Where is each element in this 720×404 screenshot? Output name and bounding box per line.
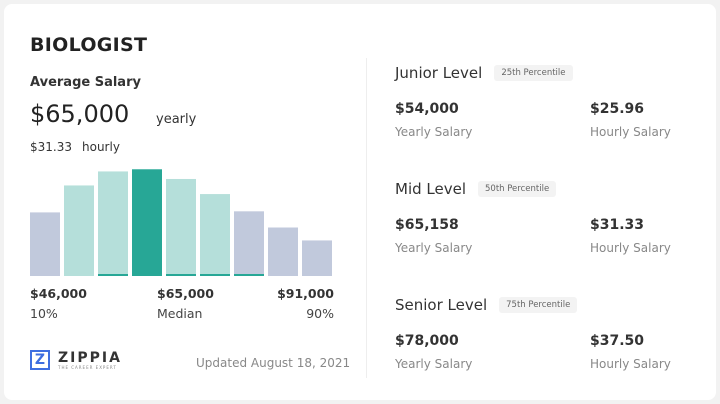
zippia-logo[interactable]: Z ZIPPIA THE CAREER EXPERT	[30, 350, 122, 370]
histogram-bar	[98, 171, 128, 276]
histogram-bar	[302, 240, 332, 276]
hourly-salary-label: Hourly Salary	[590, 357, 671, 371]
high-percentile: 90%	[306, 306, 334, 321]
level-name: Junior Level	[395, 64, 483, 82]
hourly-value: $31.33	[30, 140, 72, 154]
yearly-salary: $78,000	[395, 333, 459, 349]
salary-histogram	[30, 169, 332, 276]
level-name: Senior Level	[395, 296, 488, 314]
histogram-bar	[200, 194, 230, 276]
salary-card: BIOLOGIST Average Salary $65,000 yearly …	[4, 4, 716, 400]
hourly-salary: $25.96	[590, 101, 645, 117]
histogram-bar	[166, 178, 196, 276]
histogram-bar	[30, 212, 60, 276]
percentile-badge: 75th Percentile	[499, 297, 578, 313]
average-yearly-value: $65,000	[30, 100, 130, 128]
median-label: Median	[157, 306, 203, 321]
yearly-salary-label: Yearly Salary	[395, 241, 473, 255]
yearly-salary-label: Yearly Salary	[395, 357, 473, 371]
level-header: Junior Level 25th Percentile	[395, 64, 573, 82]
yearly-salary: $54,000	[395, 101, 459, 117]
level-name: Mid Level	[395, 180, 466, 198]
yearly-unit: yearly	[156, 112, 197, 127]
average-salary-label: Average Salary	[30, 75, 141, 90]
histogram-bar	[64, 185, 94, 276]
level-header: Senior Level 75th Percentile	[395, 296, 578, 314]
hourly-unit: hourly	[82, 140, 120, 154]
level-header: Mid Level 50th Percentile	[395, 180, 557, 198]
bar-baseline	[200, 274, 230, 276]
yearly-salary-label: Yearly Salary	[395, 125, 473, 139]
low-percentile: 10%	[30, 306, 58, 321]
high-salary: $91,000	[277, 286, 334, 301]
histogram-bar	[132, 169, 162, 276]
histogram-bar	[268, 227, 298, 276]
hourly-salary: $31.33	[590, 217, 645, 233]
percentile-badge: 25th Percentile	[494, 65, 573, 81]
yearly-salary: $65,158	[395, 217, 459, 233]
hourly-salary-label: Hourly Salary	[590, 241, 671, 255]
updated-date: Updated August 18, 2021	[196, 356, 351, 370]
divider	[366, 58, 367, 378]
bar-baseline	[234, 274, 264, 276]
hourly-salary: $37.50	[590, 333, 645, 349]
average-hourly: $31.33 hourly	[30, 140, 120, 154]
bar-baseline	[98, 274, 128, 276]
hourly-salary-label: Hourly Salary	[590, 125, 671, 139]
histogram-bar	[234, 211, 264, 276]
job-title: BIOLOGIST	[30, 34, 148, 56]
median-salary: $65,000	[157, 286, 214, 301]
low-salary: $46,000	[30, 286, 87, 301]
zippia-z-icon: Z	[30, 350, 50, 370]
bar-baseline	[166, 274, 196, 276]
percentile-badge: 50th Percentile	[478, 181, 557, 197]
